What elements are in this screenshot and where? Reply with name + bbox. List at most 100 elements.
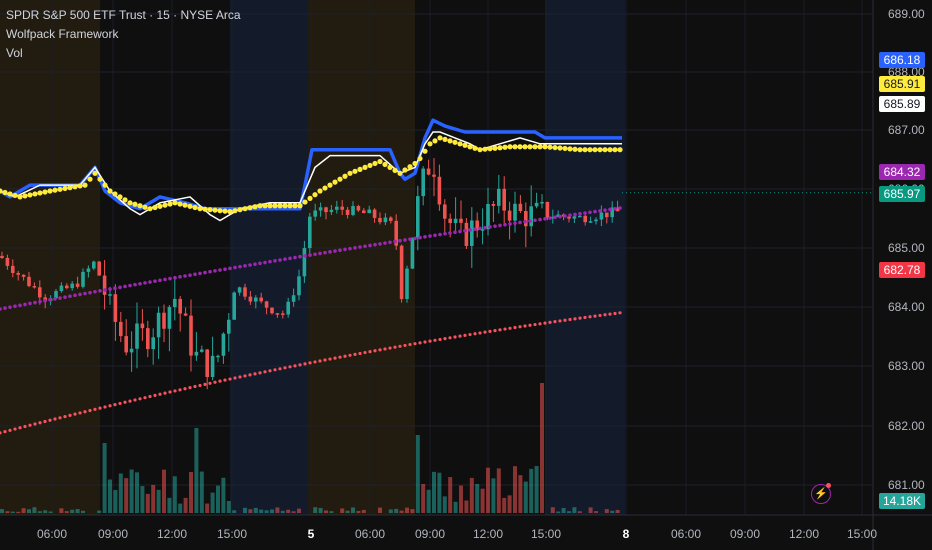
candle-body (610, 207, 614, 218)
price-tick-label: 688.00 (888, 65, 925, 79)
volume-bar (561, 507, 566, 513)
yellow-dotted-line (117, 194, 123, 200)
red-dotted-average (543, 321, 547, 325)
purple-dotted-average (43, 298, 47, 303)
yellow-dotted-line (407, 164, 413, 170)
red-dotted-average (328, 357, 332, 361)
purple-dotted-average (228, 266, 232, 271)
yellow-dotted-line (532, 144, 538, 150)
purple-dotted-average (398, 238, 402, 243)
yellow-dotted-line (552, 144, 558, 151)
time-tick-label: 09:00 (97, 527, 129, 541)
volume-bar (32, 507, 37, 513)
red-dotted-average (263, 370, 267, 374)
lightning-icon[interactable]: ⚡ (811, 484, 831, 504)
candle-body (507, 210, 512, 221)
volume-bar (64, 511, 69, 513)
red-dotted-average (343, 354, 347, 358)
yellow-dotted-line (297, 203, 303, 209)
volume-bar (264, 510, 269, 513)
red-dotted-average (568, 317, 572, 322)
purple-dotted-average (483, 225, 487, 230)
red-dotted-average (363, 350, 367, 355)
time-tick-label: 06:00 (36, 527, 68, 541)
purple-dotted-average (548, 216, 552, 220)
yellow-dotted-line (2, 189, 8, 196)
volume-bar (270, 509, 274, 513)
red-dotted-average (388, 346, 392, 350)
chart-legend: SPDR S&P 500 ETF Trust · 15 · NYSE Arca … (6, 6, 241, 63)
volume-title[interactable]: Vol (6, 46, 23, 60)
candle-body (389, 217, 393, 221)
purple-dotted-average (223, 267, 227, 271)
volume-bar (48, 511, 53, 513)
red-dotted-average (523, 324, 527, 328)
purple-dotted-average (133, 282, 137, 287)
red-dotted-average (603, 313, 607, 317)
red-dotted-average (143, 396, 147, 400)
purple-dotted-average (408, 237, 412, 241)
candle-body (448, 218, 452, 224)
candle-body (275, 313, 280, 315)
yellow-dotted-line (227, 209, 233, 215)
purple-dotted-average (458, 229, 462, 234)
red-dotted-average (433, 338, 437, 342)
red-dotted-average (483, 330, 487, 334)
red-dotted-average (28, 423, 32, 427)
red-dotted-average (333, 356, 337, 360)
yellow-dotted-line (592, 147, 598, 153)
yellow-dotted-line (597, 147, 603, 153)
purple-dotted-average (28, 301, 32, 306)
purple-dotted-average (193, 272, 197, 277)
candle-body (75, 283, 80, 287)
red-dotted-average (378, 348, 382, 352)
candle-body (286, 301, 290, 315)
candle-body (178, 298, 182, 314)
purple-dotted-average (103, 288, 107, 292)
symbol-title[interactable]: SPDR S&P 500 ETF Trust · 15 · NYSE Arca (6, 8, 241, 22)
red-dotted-average (478, 331, 482, 335)
price-tag-purple: 684.32 (879, 164, 925, 180)
volume-bar (21, 508, 26, 513)
red-dotted-average (93, 407, 97, 411)
yellow-dotted-line (432, 138, 438, 144)
yellow-dotted-line (347, 170, 353, 176)
yellow-dotted-line (122, 197, 128, 203)
volume-bar (253, 507, 258, 513)
red-dotted-average (493, 328, 497, 333)
yellow-dotted-line (462, 142, 468, 148)
candle-body (102, 275, 107, 295)
volume-bar (345, 510, 350, 513)
red-dotted-average (173, 389, 177, 393)
price-tag-white: 685.89 (879, 96, 925, 112)
yellow-dotted-line (92, 170, 98, 176)
candle-body (27, 276, 31, 287)
red-dotted-average (53, 417, 57, 421)
red-dotted-average (193, 384, 197, 389)
candle-body (113, 294, 118, 322)
purple-dotted-average (188, 273, 192, 277)
red-dotted-average (268, 369, 272, 373)
candle-body (572, 216, 577, 219)
yellow-dotted-line (507, 144, 513, 150)
volume-bar (280, 510, 285, 513)
purple-dotted-average (418, 235, 422, 240)
volume-bar (415, 435, 420, 513)
purple-dotted-average (48, 298, 52, 302)
yellow-dotted-line (412, 160, 418, 167)
red-dotted-average (373, 349, 377, 353)
purple-dotted-average (288, 256, 292, 261)
candle-body (70, 283, 74, 289)
red-dotted-average (443, 337, 447, 341)
red-dotted-average (508, 326, 512, 330)
purple-dotted-average (268, 259, 272, 264)
purple-dotted-average (293, 255, 297, 260)
purple-dotted-average (118, 285, 122, 290)
red-dotted-average (448, 336, 452, 340)
purple-dotted-average (583, 211, 587, 215)
candle-body (243, 287, 247, 297)
purple-dotted-average (423, 235, 427, 239)
indicator-title[interactable]: Wolfpack Framework (6, 27, 119, 41)
red-dotted-average (188, 386, 192, 390)
